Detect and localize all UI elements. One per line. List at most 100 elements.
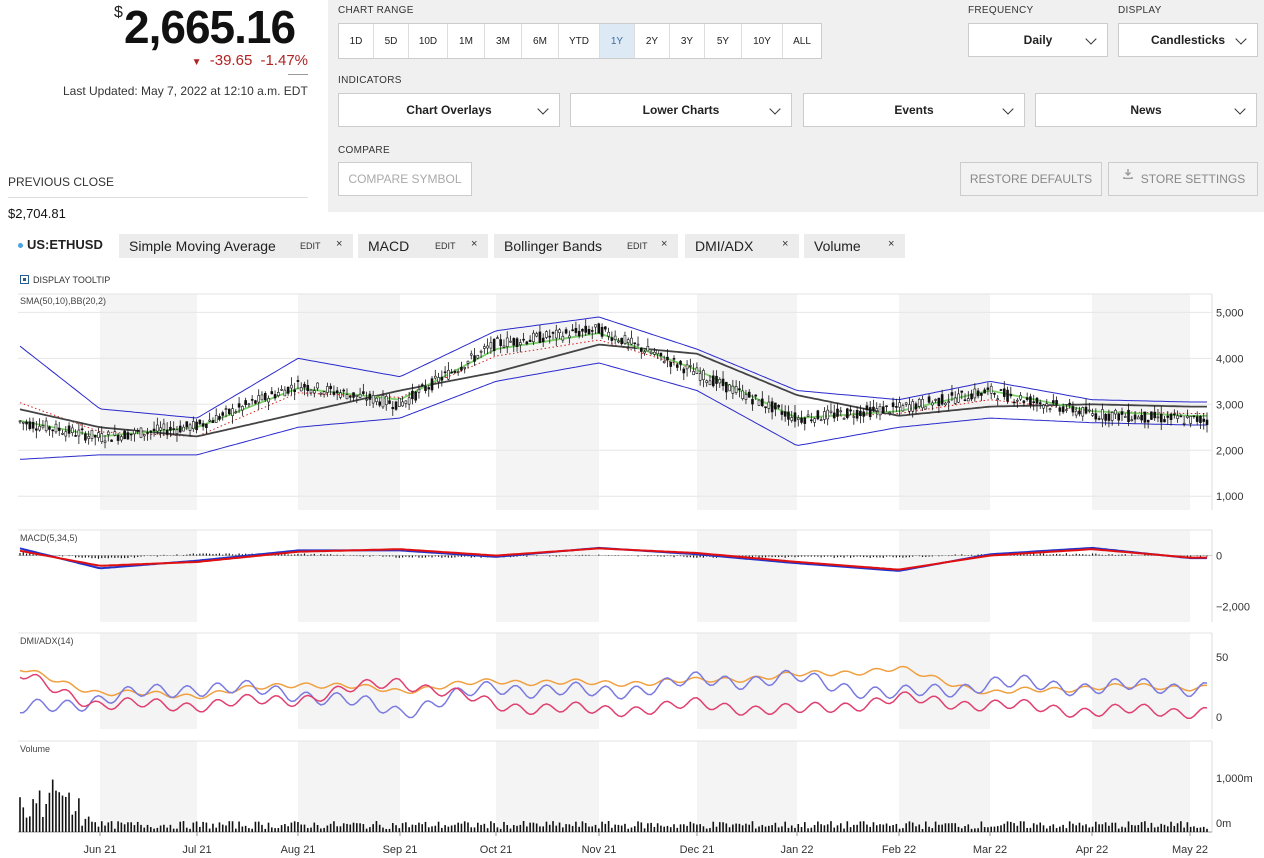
month-shade <box>298 741 400 832</box>
close-icon[interactable]: × <box>336 238 343 250</box>
volume-bar <box>918 824 921 832</box>
change-value: -39.65 <box>209 52 253 69</box>
volume-bar <box>372 824 374 832</box>
compare-symbol-input[interactable]: COMPARE SYMBOL <box>338 162 472 196</box>
lower-charts-dropdown[interactable]: Lower Charts <box>570 93 792 127</box>
edit-bollinger-button[interactable]: EDIT <box>627 241 648 251</box>
candle-body <box>355 395 359 397</box>
range-button-1y[interactable]: 1Y <box>600 24 635 58</box>
volume-bar <box>826 824 829 832</box>
range-button-2y[interactable]: 2Y <box>635 24 670 58</box>
range-button-10y[interactable]: 10Y <box>742 24 783 58</box>
candle-body <box>473 355 476 362</box>
candle-body <box>1002 388 1006 397</box>
edit-sma-button[interactable]: EDIT <box>300 241 321 251</box>
volume-bar <box>300 824 303 832</box>
volume-bar <box>614 824 616 832</box>
candle-body <box>888 411 892 414</box>
store-settings-button[interactable]: STORE SETTINGS <box>1108 162 1258 196</box>
events-dropdown[interactable]: Events <box>803 93 1025 127</box>
panel-title: Volume <box>20 744 50 754</box>
candle-body <box>630 337 633 345</box>
news-dropdown[interactable]: News <box>1035 93 1257 127</box>
close-icon[interactable]: × <box>661 238 668 250</box>
edit-macd-button[interactable]: EDIT <box>435 241 456 251</box>
candle-body <box>231 408 234 417</box>
candle-body <box>816 410 820 420</box>
close-icon[interactable]: × <box>471 238 478 250</box>
y-tick-label: 50 <box>1216 652 1228 664</box>
volume-bar <box>650 822 652 832</box>
volume-bar <box>833 827 836 832</box>
volume-bar <box>166 827 168 832</box>
volume-bar <box>427 827 430 832</box>
chart-overlays-dropdown[interactable]: Chart Overlays <box>338 93 560 127</box>
candle-body <box>698 373 702 381</box>
candle-body <box>561 335 565 341</box>
volume-bar <box>656 823 659 832</box>
candle-body <box>541 337 545 343</box>
display-dropdown[interactable]: Candlesticks <box>1118 23 1258 57</box>
volume-bar <box>686 825 688 832</box>
volume-bar <box>117 821 119 832</box>
candle-body <box>999 389 1003 391</box>
candle-body <box>1012 401 1016 404</box>
candle-body <box>496 337 499 339</box>
frequency-dropdown[interactable]: Daily <box>968 23 1108 57</box>
volume-bar <box>764 826 767 832</box>
restore-defaults-button[interactable]: RESTORE DEFAULTS <box>960 162 1102 196</box>
candle-body <box>260 394 264 401</box>
price-change: ▼ -39.65 -1.47% <box>192 52 308 69</box>
range-button-6m[interactable]: 6M <box>522 24 559 58</box>
volume-bar <box>290 822 293 832</box>
volume-bar <box>486 828 489 832</box>
candle-body <box>139 427 143 438</box>
volume-bar <box>637 821 639 832</box>
range-button-1d[interactable]: 1D <box>339 24 374 58</box>
volume-bar <box>369 827 371 832</box>
volume-bar <box>565 824 567 832</box>
range-button-3y[interactable]: 3Y <box>670 24 705 58</box>
candle-body <box>810 419 813 422</box>
volume-bar <box>120 822 123 832</box>
close-icon[interactable]: × <box>888 238 895 250</box>
volume-bar <box>100 821 103 832</box>
display-tooltip-toggle[interactable]: DISPLAY TOOLTIP <box>20 275 110 285</box>
candle-body <box>1101 409 1104 420</box>
volume-bar <box>892 825 894 832</box>
range-button-10d[interactable]: 10D <box>409 24 448 58</box>
range-button-5y[interactable]: 5Y <box>705 24 742 58</box>
price-chart[interactable]: SMA(50,10),BB(20,2) 1,000 2,000 3,000 4,000 5… <box>0 290 1264 858</box>
candle-body <box>443 371 447 374</box>
range-button-1m[interactable]: 1M <box>448 24 485 58</box>
range-button-ytd[interactable]: YTD <box>559 24 600 58</box>
candle-body <box>505 337 509 347</box>
volume-bar <box>676 827 679 832</box>
candle-body <box>378 401 382 406</box>
candle-body <box>643 351 646 354</box>
y-tick-label: 1,000 <box>1216 491 1244 503</box>
volume-bar <box>339 826 342 832</box>
candle-body <box>515 338 519 347</box>
candle-body <box>149 430 153 433</box>
candle-body <box>734 386 738 393</box>
candle-body <box>182 426 185 432</box>
range-button-3m[interactable]: 3M <box>485 24 522 58</box>
volume-bar <box>398 828 401 832</box>
change-percent: -1.47% <box>260 52 308 69</box>
candle-body <box>970 393 973 400</box>
y-tick-label: 3,000 <box>1216 399 1244 411</box>
candle-body <box>607 331 610 337</box>
volume-bar <box>951 823 953 832</box>
range-button-5d[interactable]: 5D <box>374 24 409 58</box>
volume-bar <box>758 826 760 832</box>
chevron-down-icon <box>1235 33 1247 45</box>
candle-body <box>335 390 339 394</box>
candle-body <box>1199 416 1202 423</box>
candle-body <box>911 401 915 412</box>
volume-bar <box>473 827 476 832</box>
volume-bar <box>705 828 708 832</box>
volume-bar <box>584 823 587 832</box>
close-icon[interactable]: × <box>782 238 789 250</box>
range-button-all[interactable]: ALL <box>783 24 821 58</box>
